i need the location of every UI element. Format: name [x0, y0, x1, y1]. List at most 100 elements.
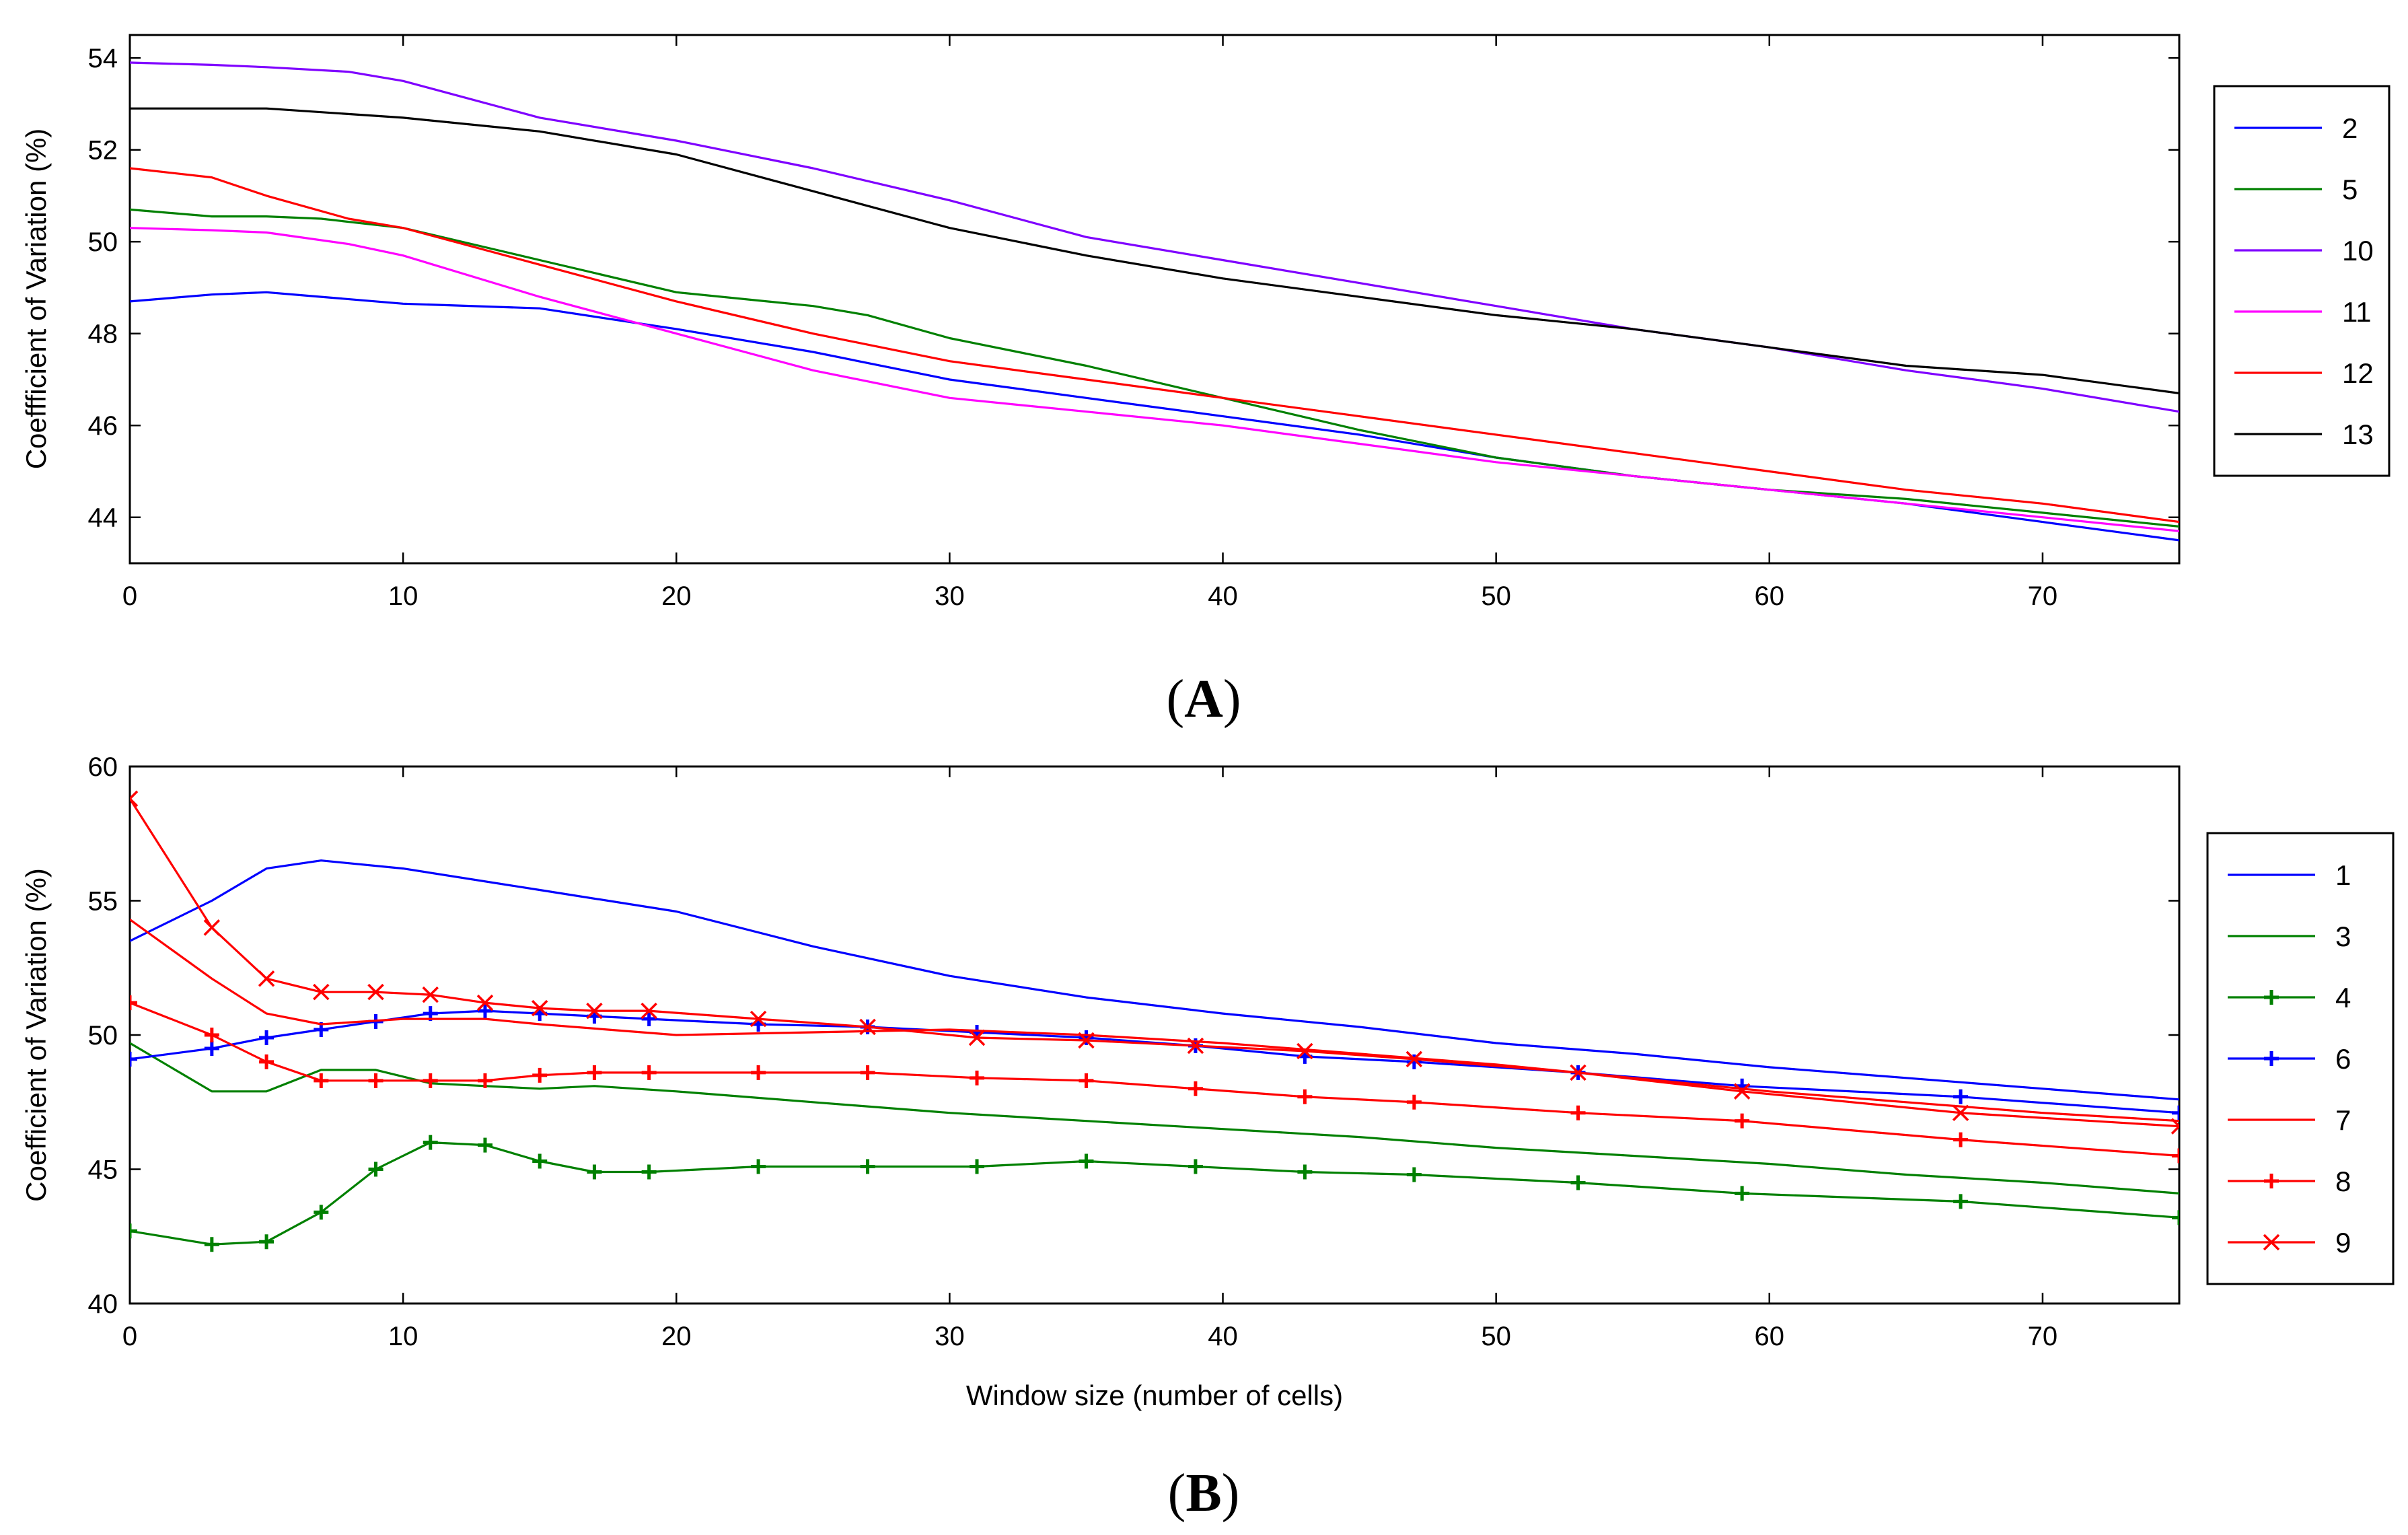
panel-b-series-4-point: [970, 1159, 985, 1174]
panel-b-series-group: [130, 790, 2179, 1252]
panel-b-series-8-point: [204, 1028, 219, 1042]
panel-b-legend-6-marker: [2264, 1051, 2279, 1066]
panel-b-series-9-point: [1406, 1050, 1423, 1068]
panel-b-series-8-point: [368, 1073, 384, 1088]
panel-b-chart: 0 10 20 30 40 50 60 70 40 45 50 55 60 Coefficient of …: [20, 752, 2395, 1411]
panel-b-series-9-point: [750, 1010, 767, 1028]
panel-b-series-4-point: [204, 1237, 219, 1252]
panel-b-series-8-point: [2172, 1148, 2179, 1164]
panel-b-series-6-point: [1079, 1030, 1094, 1045]
panel-b-y-tick-label: 50: [88, 1021, 118, 1050]
panel-b-y-axis-label: Coefficient of Variation (%): [20, 868, 52, 1202]
panel-b-x-tick-label: 70: [2028, 1322, 2058, 1351]
panel-b-series-8-point: [1735, 1113, 1750, 1129]
panel-b-y-tick-label: 45: [88, 1155, 118, 1185]
panel-b-plot-frame: [129, 765, 2181, 1305]
panel-a-legend-11-label: 11: [2342, 296, 2372, 328]
panel-b-series-9-point: [1733, 1083, 1751, 1100]
panel-a-y-axis-label: Coeffficient of Variation (%): [20, 129, 52, 470]
panel-b-series-4-point: [1953, 1194, 1969, 1209]
panel-a-x-tick-label: 60: [1755, 581, 1785, 611]
panel-b-series-8-point: [587, 1065, 602, 1080]
panel-b-x-tick-label: 20: [661, 1322, 692, 1351]
panel-a-y-tick-label: 48: [88, 320, 118, 349]
panel-b-series-4-point: [860, 1159, 875, 1174]
panel-b-legend-6-label: 6: [2335, 1043, 2351, 1075]
panel-a-legend-2-label: 2: [2342, 112, 2358, 144]
panel-b-series-9-point: [2170, 1118, 2179, 1135]
panel-b-series-4-point: [1079, 1153, 1094, 1169]
panel-a-legend-12-label: 12: [2342, 357, 2374, 389]
panel-b-legend-8-marker: [2264, 1174, 2279, 1188]
panel-b-series-9-point: [130, 790, 139, 808]
panel-a-y-tick-label: 52: [88, 136, 118, 166]
panel-b-series-9-point: [859, 1018, 876, 1036]
panel-b-series-4-point: [130, 1223, 137, 1239]
panel-b-x-tick-label: 0: [122, 1322, 137, 1351]
panel-b-x-tick-label: 50: [1481, 1322, 1511, 1351]
panel-b-series-7-line: [130, 919, 2179, 1122]
panel-b-x-tick-label: 60: [1755, 1322, 1785, 1351]
panel-b-series-4-point: [641, 1164, 657, 1180]
panel-a-y-tick-label: 50: [88, 227, 118, 257]
panel-b-series-8-point: [1297, 1089, 1313, 1104]
panel-b-legend-4-marker: [2264, 990, 2279, 1005]
panel-b-x-axis-label: Window size (number of cells): [966, 1380, 1343, 1411]
panel-b-series-8-point: [1188, 1081, 1203, 1096]
panel-b-series-9-point: [313, 983, 330, 1001]
panel-a-legend-10-label: 10: [2342, 235, 2374, 266]
panel-b-series-4-point: [1735, 1186, 1750, 1201]
panel-b-series-4-point: [1188, 1159, 1203, 1174]
panel-b-series-4-point: [477, 1137, 492, 1153]
panel-b-series-8-point: [1079, 1073, 1094, 1088]
panel-b-series-9-point: [968, 1029, 986, 1046]
panel-b-series-8-point: [259, 1054, 275, 1069]
panel-b-series-8-point: [130, 995, 137, 1011]
panel-b-series-4-point: [532, 1153, 548, 1169]
panel-b-series-6-point: [130, 1051, 137, 1067]
panel-b-series-9-point: [258, 970, 275, 987]
panel-b-series-8-point: [860, 1065, 875, 1080]
panel-b-series-3-line: [130, 1042, 2179, 1194]
panel-a-legend-5-label: 5: [2342, 174, 2358, 205]
panel-b-series-6-point: [1953, 1089, 1969, 1104]
panel-b-series-4-point: [314, 1205, 329, 1220]
panel-a-x-tick-label: 20: [661, 581, 692, 611]
panel-b-series-8-point: [477, 1073, 492, 1088]
panel-b-y-tick-label: 40: [88, 1289, 118, 1319]
panel-a-x-tick-label: 50: [1481, 581, 1511, 611]
panel-b-series-8-point: [641, 1065, 657, 1080]
panel-a-caption: (A): [1166, 670, 1241, 729]
panel-b-legend-3-label: 3: [2335, 921, 2351, 952]
panel-b-series-9-point: [203, 919, 221, 936]
panel-b-legend-9-marker: [2263, 1234, 2280, 1251]
panel-a-legend-13-label: 13: [2342, 419, 2374, 450]
panel-b-series-4-point: [259, 1234, 275, 1250]
panel-b-y-tick-label: 55: [88, 887, 118, 917]
panel-a-y-tick-label: 54: [88, 44, 118, 73]
panel-b-x-tick-label: 30: [935, 1322, 965, 1351]
panel-b-series-4-point: [2172, 1210, 2179, 1225]
panel-b-series-9-point: [1952, 1104, 1969, 1121]
panel-b-series-9-point: [1187, 1037, 1204, 1055]
panel-b-caption: (B): [1168, 1464, 1240, 1523]
panel-b-series-4-point: [1297, 1164, 1313, 1180]
panel-b-series-4-point: [1406, 1167, 1422, 1182]
panel-b-series-6-point: [204, 1040, 219, 1056]
panel-a-series-13-line: [130, 107, 2179, 394]
panel-b-x-tick-label: 40: [1208, 1322, 1238, 1351]
panel-a-x-tick-label: 30: [935, 581, 965, 611]
panel-a-chart: 0 10 20 30 40 50 60 70444648505254Coeffficient …: [20, 34, 2391, 611]
panel-b-series-9-point: [641, 1002, 657, 1020]
panel-b-series-8-point: [532, 1067, 548, 1083]
panel-b-legend-8-label: 8: [2335, 1166, 2351, 1197]
panel-b-legend-4-label: 4: [2335, 982, 2351, 1013]
panel-b-series-8-point: [970, 1070, 985, 1085]
panel-b-series-8-point: [1406, 1094, 1422, 1110]
panel-b-series-4-point: [368, 1162, 384, 1177]
panel-b-series-9-point: [586, 1002, 603, 1020]
panel-b-series-9-point: [531, 999, 548, 1017]
panel-b-series-4-point: [423, 1135, 438, 1150]
panel-b-series-9-point: [1570, 1064, 1586, 1081]
panel-b-series-8-point: [314, 1073, 329, 1088]
